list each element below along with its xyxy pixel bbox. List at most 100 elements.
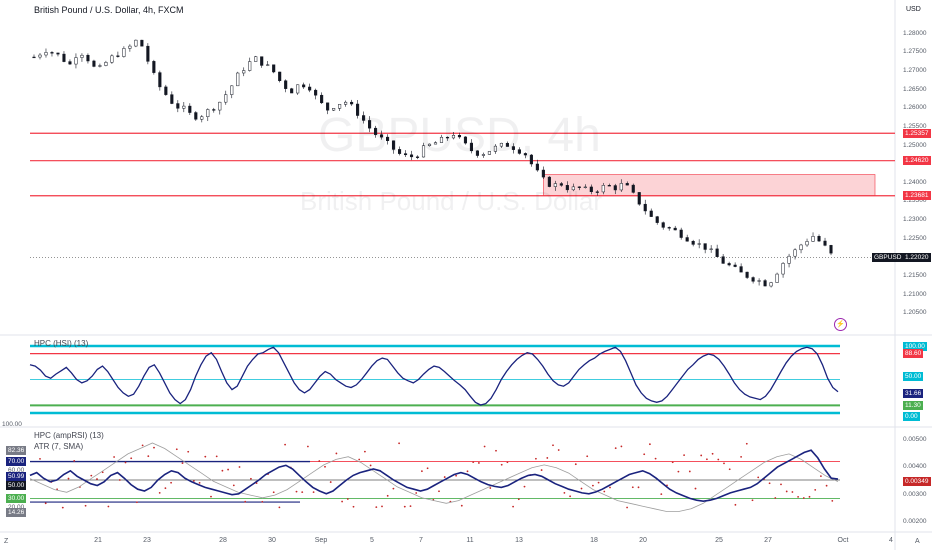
candle-body bbox=[619, 183, 623, 191]
left-corner-label[interactable]: Z bbox=[4, 538, 9, 545]
candle-body bbox=[272, 64, 276, 73]
hsi-indicator-title[interactable]: HPC (HSI) (13) bbox=[34, 339, 89, 348]
candle-body bbox=[433, 142, 438, 145]
candle-body bbox=[254, 56, 258, 62]
candle-body bbox=[481, 154, 485, 156]
amprsi-dot bbox=[415, 492, 418, 494]
amprsi-dot bbox=[67, 477, 70, 480]
amprsi-dot bbox=[609, 486, 611, 489]
candle-body bbox=[302, 84, 306, 88]
amprsi-dot bbox=[580, 487, 583, 490]
price-axis-tick: 1.21000 bbox=[903, 290, 927, 298]
amprsi-dot bbox=[791, 491, 794, 493]
hsi-axis-label: 50.00 bbox=[903, 371, 924, 381]
amprsi-dot bbox=[808, 495, 811, 498]
amprsi-dot bbox=[478, 462, 480, 464]
price-axis-tick: 1.26000 bbox=[903, 104, 927, 112]
amprsi-dot bbox=[90, 474, 93, 477]
amprsi-dot bbox=[244, 500, 247, 503]
amprsi-dot bbox=[802, 497, 805, 499]
candle-body bbox=[427, 143, 432, 146]
candle-body bbox=[50, 52, 54, 54]
amprsi-dot bbox=[586, 455, 589, 458]
candle-body bbox=[571, 186, 575, 191]
amprsi-dot bbox=[426, 467, 429, 470]
amprsi-axis-label: 14.26 bbox=[6, 508, 27, 518]
candle-body bbox=[296, 84, 300, 94]
candle-body bbox=[415, 156, 420, 158]
candle-body bbox=[218, 101, 222, 111]
amprsi-axis-label: 50.99 bbox=[6, 471, 27, 481]
candle-body bbox=[56, 52, 60, 55]
price-axis-tick: 1.25000 bbox=[903, 141, 927, 149]
candle-body bbox=[643, 203, 647, 212]
amprsi-dot bbox=[620, 445, 623, 448]
atr-axis-label: 0.00300 bbox=[903, 490, 927, 498]
amprsi-dot bbox=[552, 444, 554, 447]
candle-body bbox=[260, 56, 264, 66]
amprsi-dot bbox=[460, 504, 463, 507]
candle-body bbox=[805, 241, 809, 246]
candle-body bbox=[829, 245, 833, 254]
amprsi-dot bbox=[563, 491, 566, 494]
candle-body bbox=[769, 282, 773, 287]
left-axis-tick: 100.00 bbox=[2, 421, 22, 428]
candle-body bbox=[577, 186, 581, 188]
candle-body bbox=[284, 80, 288, 89]
price-axis-tick: 1.28000 bbox=[903, 29, 927, 37]
amprsi-dot bbox=[107, 505, 110, 508]
currency-label[interactable]: USD bbox=[906, 6, 921, 13]
atr-axis-label: 0.00500 bbox=[903, 435, 927, 443]
amprsi-dot bbox=[825, 484, 828, 487]
candle-body bbox=[380, 134, 384, 138]
watermark-name: British Pound / U.S. Dollar bbox=[300, 186, 603, 216]
amprsi-dot bbox=[546, 457, 549, 459]
event-flash-icon[interactable]: ⚡ bbox=[834, 318, 847, 331]
candle-body bbox=[547, 176, 551, 187]
time-axis-tick: 28 bbox=[219, 537, 227, 544]
candle-body bbox=[787, 255, 791, 264]
price-axis-tick: 1.27000 bbox=[903, 66, 927, 74]
candle-body bbox=[493, 145, 497, 152]
time-axis-tick: 25 bbox=[715, 537, 723, 544]
atr-indicator-title[interactable]: ATR (7, SMA) bbox=[34, 442, 84, 451]
candle-body bbox=[529, 154, 533, 165]
candle-body bbox=[344, 101, 348, 105]
candle-body bbox=[811, 236, 815, 242]
amprsi-indicator-title[interactable]: HPC (ampRSI) (13) bbox=[34, 431, 104, 440]
amprsi-dot bbox=[73, 460, 76, 462]
amprsi-dot bbox=[569, 495, 571, 498]
candle-body bbox=[703, 243, 707, 250]
right-corner-label[interactable]: A bbox=[915, 538, 920, 545]
candle-body bbox=[194, 112, 198, 120]
hsi-axis-label: 100.00 bbox=[903, 341, 927, 351]
amprsi-dot bbox=[717, 458, 720, 461]
amprsi-dot bbox=[728, 468, 731, 471]
amprsi-dot bbox=[141, 444, 144, 447]
candle-body bbox=[338, 104, 342, 109]
amprsi-dot bbox=[124, 461, 127, 464]
candle-body bbox=[266, 64, 270, 66]
amprsi-dot bbox=[517, 498, 520, 501]
amprsi-dot bbox=[329, 481, 332, 483]
last-price-symbol-label: GBPUSD bbox=[872, 253, 904, 263]
amprsi-dot bbox=[44, 502, 47, 505]
candle-body bbox=[457, 135, 462, 138]
candle-body bbox=[212, 109, 216, 111]
candle-body bbox=[140, 39, 144, 47]
candle-body bbox=[200, 116, 204, 120]
amprsi-dot bbox=[118, 479, 121, 481]
level-price-label: 1.23681 bbox=[903, 191, 931, 201]
candle-body bbox=[499, 142, 503, 147]
candle-body bbox=[320, 94, 324, 104]
price-axis-tick: 1.23000 bbox=[903, 216, 927, 224]
candle-body bbox=[631, 184, 635, 193]
candle-body bbox=[368, 120, 372, 129]
amprsi-dot bbox=[358, 458, 361, 461]
candle-body bbox=[667, 227, 671, 229]
candle-body bbox=[332, 108, 336, 111]
candle-body bbox=[475, 150, 479, 156]
amprsi-dot bbox=[324, 465, 326, 468]
amprsi-axis-label: 60.00 bbox=[6, 466, 26, 475]
